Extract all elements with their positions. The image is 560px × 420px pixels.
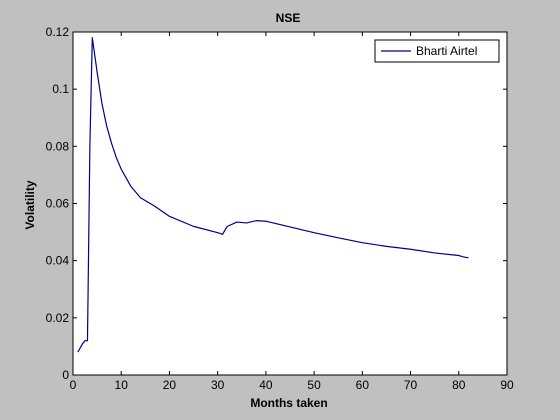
legend: Bharti Airtel [374,39,500,63]
series-group [77,37,469,353]
legend-box [374,39,500,63]
x-tick-label: 70 [404,378,418,392]
x-tick-labels: 0 10 20 30 40 50 60 70 80 90 [70,378,514,392]
y-tick-label: 0.06 [46,197,70,211]
y-tick-labels: 0 0.02 0.04 0.06 0.08 0.1 0.12 [46,25,70,382]
y-tick-label: 0 [62,368,69,382]
x-tick-label: 40 [259,378,273,392]
x-tick-label: 60 [356,378,370,392]
x-tick-label: 20 [163,378,177,392]
x-tick-label: 90 [500,378,514,392]
axis-ticks [72,31,508,376]
y-axis-title: Volatility [23,180,37,229]
x-tick-label: 0 [70,378,77,392]
x-tick-label: 50 [307,378,321,392]
y-tick-label: 0.02 [46,311,70,325]
y-tick-label: 0.04 [46,254,70,268]
x-tick-label: 10 [115,378,129,392]
y-tick-label: 0.1 [52,82,69,96]
chart-title: NSE [276,11,301,25]
y-tick-label: 0.08 [46,139,70,153]
legend-label-bharti-airtel: Bharti Airtel [416,44,477,58]
x-axis-title: Months taken [250,396,327,410]
y-tick-label: 0.12 [46,25,70,39]
series-line-bharti-airtel [77,37,469,353]
x-tick-label: 30 [211,378,225,392]
plot-area [72,31,508,376]
x-tick-label: 80 [452,378,466,392]
